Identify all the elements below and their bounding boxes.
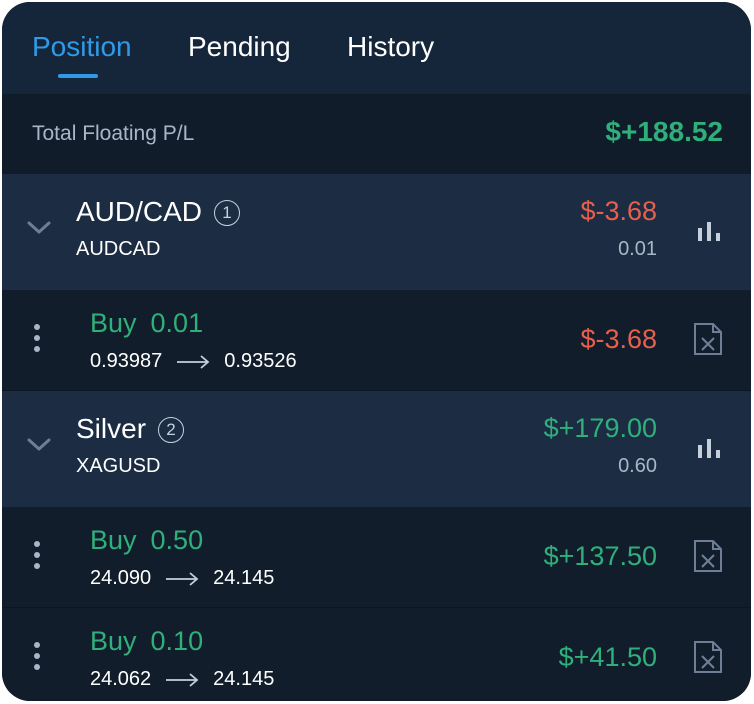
- group-name: Silver 2: [76, 413, 185, 445]
- more-vertical-icon[interactable]: [34, 324, 42, 357]
- close-position-icon[interactable]: [693, 640, 723, 679]
- position-side: Buy: [90, 525, 137, 555]
- close-position-icon[interactable]: [693, 539, 723, 578]
- position-volume: 0.10: [150, 626, 204, 656]
- position-prices: 0.93987 0.93526: [90, 350, 297, 373]
- position-count-badge: 2: [158, 417, 185, 443]
- position-volume: 0.50: [150, 525, 204, 555]
- position-row[interactable]: Buy 0.10 24.062 24.145 $+41.50: [2, 608, 751, 701]
- total-pl-value: $+188.52: [605, 116, 723, 147]
- group-lots: 0.01: [618, 238, 657, 260]
- chart-bars-icon[interactable]: [697, 437, 721, 459]
- position-count-badge: 1: [214, 200, 241, 226]
- total-floating-pl-row: Total Floating P/L $+188.52: [2, 94, 751, 174]
- position-side-volume: Buy 0.01: [90, 308, 203, 339]
- close-position-icon[interactable]: [693, 322, 723, 361]
- position-side-volume: Buy 0.50: [90, 525, 203, 556]
- group-symbol: XAGUSD: [76, 455, 161, 477]
- position-side: Buy: [90, 626, 137, 656]
- position-pl: $+137.50: [543, 541, 657, 571]
- group-pl: $-3.68: [580, 196, 657, 226]
- chart-bars-icon[interactable]: [697, 220, 721, 242]
- group-name: AUD/CAD 1: [76, 196, 241, 228]
- arrow-right-icon: [166, 673, 199, 687]
- group-symbol: AUDCAD: [76, 238, 161, 260]
- total-pl-label: Total Floating P/L: [32, 122, 195, 145]
- tab-history[interactable]: History: [347, 31, 435, 62]
- position-row[interactable]: Buy 0.01 0.93987 0.93526 $-3.68: [2, 290, 751, 391]
- more-vertical-icon[interactable]: [34, 541, 42, 574]
- position-pl: $-3.68: [580, 324, 657, 354]
- group-pl: $+179.00: [543, 413, 657, 443]
- position-group-silver[interactable]: Silver 2 XAGUSD $+179.00 0.60: [2, 391, 751, 508]
- current-price: 0.93526: [224, 350, 297, 372]
- position-pl: $+41.50: [558, 642, 657, 672]
- position-side-volume: Buy 0.10: [90, 626, 203, 657]
- position-side: Buy: [90, 308, 137, 338]
- open-price: 24.062: [90, 668, 152, 690]
- chevron-down-icon[interactable]: [26, 437, 52, 453]
- tab-bar: Position Pending History: [2, 2, 751, 94]
- position-prices: 24.062 24.145: [90, 668, 274, 691]
- open-price: 24.090: [90, 567, 152, 589]
- position-row[interactable]: Buy 0.50 24.090 24.145 $+137.50: [2, 507, 751, 608]
- tab-pending[interactable]: Pending: [188, 31, 291, 62]
- position-prices: 24.090 24.145: [90, 567, 274, 590]
- open-price: 0.93987: [90, 350, 163, 372]
- active-tab-indicator: [58, 74, 98, 78]
- current-price: 24.145: [213, 668, 275, 690]
- current-price: 24.145: [213, 567, 275, 589]
- group-lots: 0.60: [618, 455, 657, 477]
- more-vertical-icon[interactable]: [34, 642, 42, 675]
- arrow-right-icon: [166, 572, 199, 586]
- chevron-down-icon[interactable]: [26, 220, 52, 236]
- position-group-audcad[interactable]: AUD/CAD 1 AUDCAD $-3.68 0.01: [2, 174, 751, 291]
- position-volume: 0.01: [150, 308, 204, 338]
- arrow-right-icon: [177, 355, 210, 369]
- tab-position[interactable]: Position: [32, 31, 132, 62]
